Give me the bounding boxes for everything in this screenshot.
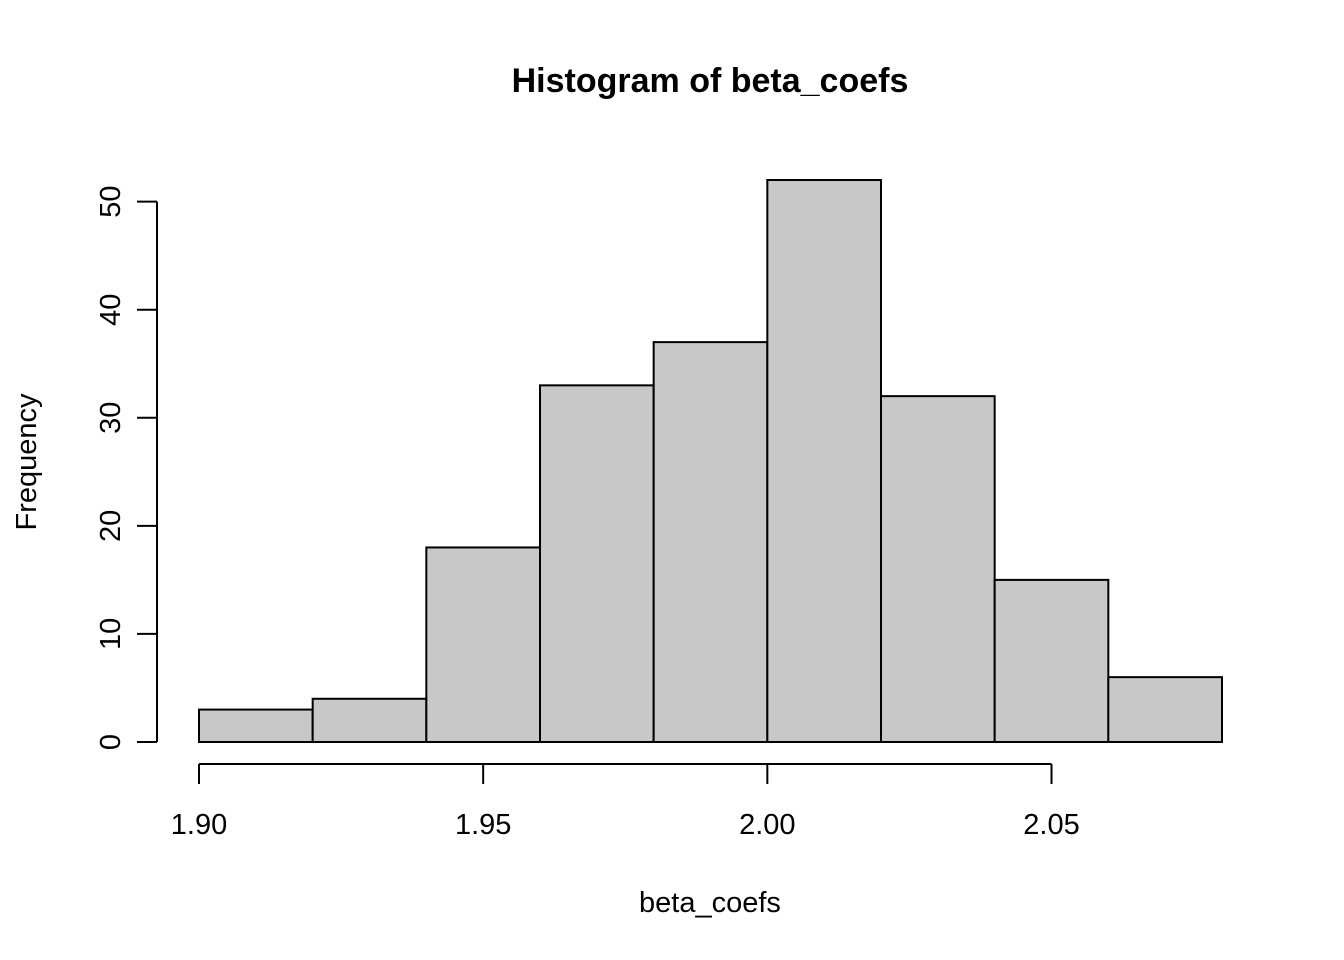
y-tick-label: 20 (95, 510, 127, 542)
y-axis-label: Frequency (11, 393, 43, 531)
y-tick-label: 0 (95, 734, 127, 750)
y-tick-label: 10 (95, 618, 127, 650)
histogram-bar (425, 546, 542, 744)
x-axis: 1.90 1.95 2.00 2.05 (171, 763, 1080, 841)
histogram-bar (311, 697, 428, 743)
x-tick-label: 1.90 (171, 809, 227, 841)
x-axis-label: beta_coefs (639, 887, 781, 919)
histogram-bar (880, 395, 996, 743)
histogram-bar (198, 708, 314, 743)
x-tick-label: 2.00 (739, 809, 795, 841)
x-tick-label: 2.05 (1023, 809, 1079, 841)
histogram-bar (652, 341, 769, 743)
histogram-bar (766, 179, 882, 743)
x-tick-label: 1.95 (455, 809, 511, 841)
y-tick-label: 40 (95, 294, 127, 326)
histogram-bar (539, 384, 655, 743)
y-axis: 0 10 20 30 40 50 (95, 185, 158, 750)
histogram-bar (993, 578, 1110, 744)
bars-group (198, 179, 1224, 744)
y-tick-label: 30 (95, 402, 127, 434)
y-tick-label: 50 (95, 185, 127, 217)
histogram-bar (1107, 676, 1224, 744)
chart-title: Histogram of beta_coefs (512, 62, 909, 100)
